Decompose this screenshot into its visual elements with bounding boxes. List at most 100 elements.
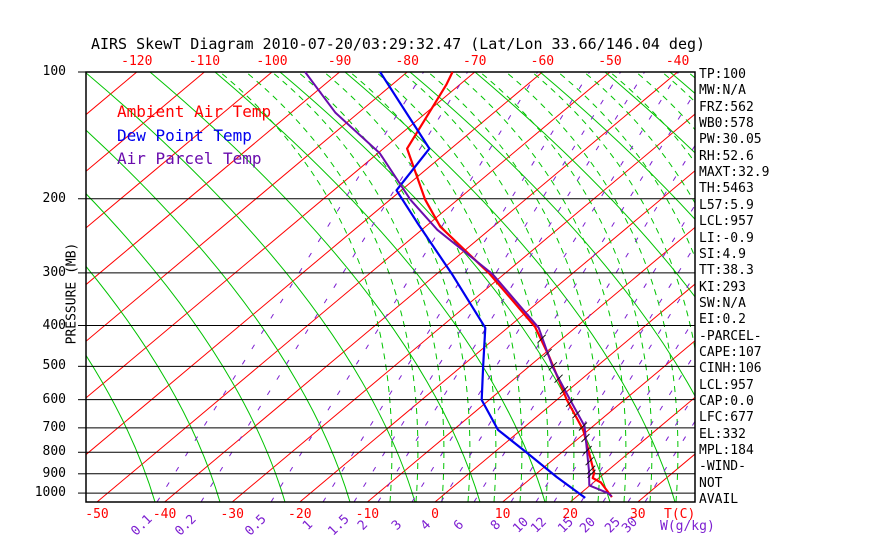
temp-tick-bottom-label: 0 bbox=[431, 507, 439, 522]
stats-line: AVAIL bbox=[699, 492, 739, 508]
dry-adiabat-line bbox=[214, 72, 546, 502]
cape-hatch-mark bbox=[537, 334, 547, 344]
temp-tick-bottom-label: -10 bbox=[355, 507, 380, 522]
stats-line: PW:30.05 bbox=[699, 132, 762, 148]
isotherm-line bbox=[164, 72, 678, 502]
moist-adiabat-line bbox=[245, 72, 419, 502]
stats-line: RH:52.6 bbox=[699, 148, 754, 164]
temp-tick-bottom-label: -30 bbox=[220, 507, 244, 522]
cape-hatch-mark bbox=[585, 456, 594, 466]
plot-border bbox=[85, 71, 696, 503]
pressure-tick-label: 400 bbox=[42, 317, 66, 333]
mixing-unit-label: W(g/kg) bbox=[660, 519, 715, 534]
cape-hatch-mark bbox=[554, 374, 563, 384]
legend-item-parcel: Air Parcel Temp bbox=[117, 149, 262, 168]
pressure-tick-label: 600 bbox=[42, 391, 66, 407]
air-parcel-curve bbox=[304, 71, 613, 497]
stats-line: LCL:957 bbox=[699, 214, 754, 230]
dry-adiabat-line bbox=[409, 72, 695, 398]
stats-line: LCL:957 bbox=[699, 377, 754, 393]
mixing-ratio-line bbox=[411, 72, 680, 502]
legend: Ambient Air Temp Dew Point Temp Air Parc… bbox=[117, 100, 271, 171]
mixing-ratio-line bbox=[553, 273, 695, 502]
temp-tick-bottom-label: 20 bbox=[562, 507, 579, 522]
moist-adiabat-line bbox=[271, 72, 445, 502]
isotherm-line bbox=[434, 283, 695, 502]
cape-hatch-mark bbox=[548, 361, 558, 371]
isotherm-line bbox=[773, 72, 870, 502]
cape-hatch-mark bbox=[583, 445, 592, 455]
pressure-tick-label: 800 bbox=[42, 444, 66, 460]
pressure-tick-label: 300 bbox=[42, 264, 66, 280]
dry-adiabat-line bbox=[86, 354, 156, 502]
stats-line: TH:5463 bbox=[699, 181, 754, 197]
cape-hatch-mark bbox=[586, 465, 596, 475]
stats-line: EL:332 bbox=[699, 426, 746, 442]
isotherm-line bbox=[367, 226, 695, 502]
isotherm-line bbox=[0, 72, 2, 502]
isotherm-line bbox=[86, 72, 340, 286]
stats-line: -WIND- bbox=[699, 459, 746, 475]
temp-tick-top-label: -80 bbox=[395, 54, 419, 69]
mixing-ratio-line bbox=[535, 244, 695, 502]
cape-hatch-mark bbox=[587, 469, 596, 479]
stats-line: FRZ:562 bbox=[699, 99, 754, 115]
isotherm-line bbox=[86, 72, 408, 342]
stats-line: LFC:677 bbox=[699, 410, 754, 426]
stats-line: CAP:0.0 bbox=[699, 394, 754, 409]
isotherm-line bbox=[96, 72, 611, 502]
cape-hatch-mark bbox=[543, 348, 552, 358]
dry-adiabat-line bbox=[865, 72, 870, 502]
stats-line: CAPE:107 bbox=[699, 344, 762, 360]
mixing-ratio-line bbox=[377, 72, 646, 502]
moist-adiabat-line bbox=[427, 72, 601, 502]
moist-adiabat-line bbox=[505, 72, 679, 502]
temp-tick-top-label: -90 bbox=[327, 54, 352, 69]
chart-title: AIRS SkewT Diagram 2010-07-20/03:29:32.4… bbox=[90, 35, 706, 53]
isotherm-line bbox=[86, 72, 543, 456]
mixing-ratio-line bbox=[200, 72, 469, 502]
dry-adiabat-line bbox=[604, 72, 695, 154]
stats-line: NOT bbox=[699, 475, 723, 491]
moist-adiabat-line bbox=[401, 72, 575, 502]
cape-hatch-mark bbox=[565, 398, 575, 408]
mixing-ratio-line bbox=[440, 91, 695, 502]
dry-adiabat-line bbox=[539, 72, 695, 221]
stats-line: MAXT:32.9 bbox=[699, 165, 770, 181]
dry-adiabat-line bbox=[149, 72, 481, 502]
dry-adiabat-line bbox=[279, 72, 611, 502]
pressure-tick-label: 700 bbox=[42, 419, 66, 435]
moist-adiabat-line bbox=[323, 72, 497, 502]
temp-tick-top-label: -50 bbox=[598, 54, 622, 69]
dry-adiabat-line bbox=[800, 72, 870, 502]
temp-tick-bottom-label: -20 bbox=[288, 507, 312, 522]
temp-tick-top-label: -70 bbox=[463, 54, 487, 69]
isotherm-line bbox=[569, 396, 695, 502]
pressure-axis-title: PRESSURE (MB) bbox=[64, 242, 80, 345]
temp-tick-bottom-label: 30 bbox=[629, 507, 646, 522]
temp-tick-top-label: -60 bbox=[530, 54, 555, 69]
moist-adiabat-line bbox=[349, 72, 523, 502]
isotherm-line bbox=[0, 72, 69, 502]
isotherm-line bbox=[231, 113, 695, 502]
dry-adiabat-line bbox=[86, 72, 416, 502]
dew-point-curve bbox=[379, 71, 586, 499]
stats-line: TP:100 bbox=[699, 67, 746, 82]
isotherm-line bbox=[86, 72, 205, 172]
isotherm-line bbox=[86, 72, 476, 399]
dry-adiabat-line bbox=[86, 129, 351, 502]
cape-hatch-mark bbox=[572, 409, 581, 419]
pressure-tick-label: 100 bbox=[42, 64, 66, 79]
pressure-tick-label: 200 bbox=[42, 190, 66, 206]
stats-line: SW:N/A bbox=[699, 295, 746, 311]
moist-adiabat-line bbox=[297, 72, 471, 502]
moist-adiabat-line bbox=[479, 72, 653, 502]
mixing-ratio-line bbox=[473, 144, 695, 502]
mixing-ratio-line bbox=[353, 72, 622, 502]
temp-tick-top-label: -40 bbox=[665, 54, 690, 69]
stats-line: MPL:184 bbox=[699, 443, 754, 459]
stats-line: WB0:578 bbox=[699, 116, 754, 132]
dry-adiabat-line bbox=[474, 72, 695, 298]
temp-tick-top-label: -100 bbox=[256, 54, 288, 69]
